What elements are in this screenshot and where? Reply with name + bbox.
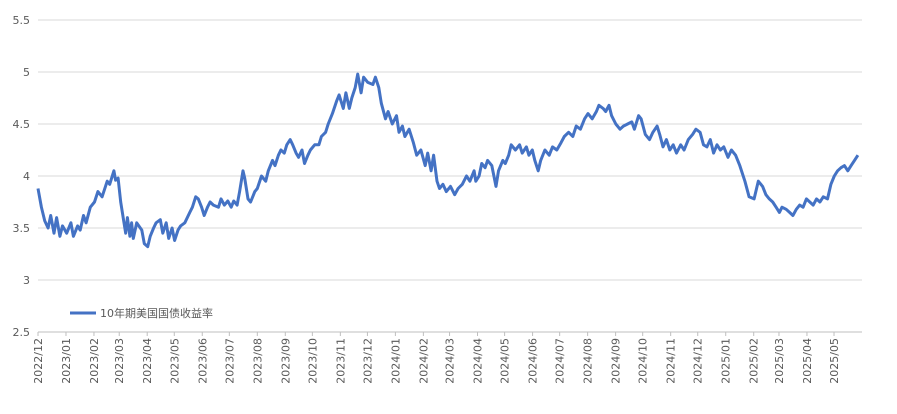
legend-label: 10年期美国国债收益率 — [100, 306, 213, 320]
x-tick-label: 2024/01 — [389, 338, 402, 384]
x-tick-label: 2024/11 — [665, 338, 678, 384]
series-line — [36, 72, 860, 249]
x-tick-label: 2023/06 — [196, 338, 209, 384]
x-tick-label: 2025/05 — [828, 338, 841, 384]
x-tick-label: 2024/09 — [610, 338, 623, 384]
x-tick-label: 2023/03 — [113, 338, 126, 384]
x-tick-label: 2024/06 — [527, 338, 540, 384]
x-tick-label: 2024/12 — [692, 338, 705, 384]
x-tick-label: 2022/12 — [32, 338, 45, 384]
y-tick-label: 4.5 — [13, 118, 31, 131]
x-tick-label: 2024/05 — [499, 338, 512, 384]
legend: 10年期美国国债收益率 — [70, 306, 213, 320]
x-tick-label: 2024/03 — [444, 338, 457, 384]
x-tick-label: 2025/04 — [801, 338, 814, 384]
x-tick-label: 2023/10 — [306, 338, 319, 384]
y-tick-label: 5 — [23, 66, 30, 79]
x-tick-label: 2024/04 — [472, 338, 485, 384]
x-tick-label: 2023/01 — [60, 338, 73, 384]
x-tick-label: 2025/03 — [773, 338, 786, 384]
x-tick-label: 2024/08 — [582, 338, 595, 384]
x-tick-label: 2024/02 — [417, 338, 430, 384]
y-tick-label: 5.5 — [13, 14, 31, 27]
y-tick-label: 3.5 — [13, 222, 31, 235]
x-tick-label: 2023/09 — [279, 338, 292, 384]
x-tick-label: 2024/10 — [637, 338, 650, 384]
y-tick-label: 4 — [23, 170, 30, 183]
x-tick-label: 2025/01 — [720, 338, 733, 384]
x-tick-label: 2025/02 — [748, 338, 761, 384]
x-tick-label: 2023/04 — [141, 338, 154, 384]
y-axis-ticks: 2.5 3 3.5 4 4.5 5 5.5 — [13, 14, 31, 339]
x-axis-ticks: 2022/12 2023/01 2023/02 2023/03 2023/04 2023/… — [32, 332, 841, 384]
x-tick-label: 2023/11 — [334, 338, 347, 384]
y-tick-label: 2.5 — [13, 326, 31, 339]
x-tick-label: 2023/12 — [361, 338, 374, 384]
x-tick-label: 2024/07 — [554, 338, 567, 384]
x-tick-label: 2023/08 — [251, 338, 264, 384]
x-tick-label: 2023/02 — [88, 338, 101, 384]
x-tick-label: 2023/05 — [168, 338, 181, 384]
x-tick-label: 2023/07 — [223, 338, 236, 384]
y-tick-label: 3 — [23, 274, 30, 287]
series-lines — [36, 72, 860, 249]
